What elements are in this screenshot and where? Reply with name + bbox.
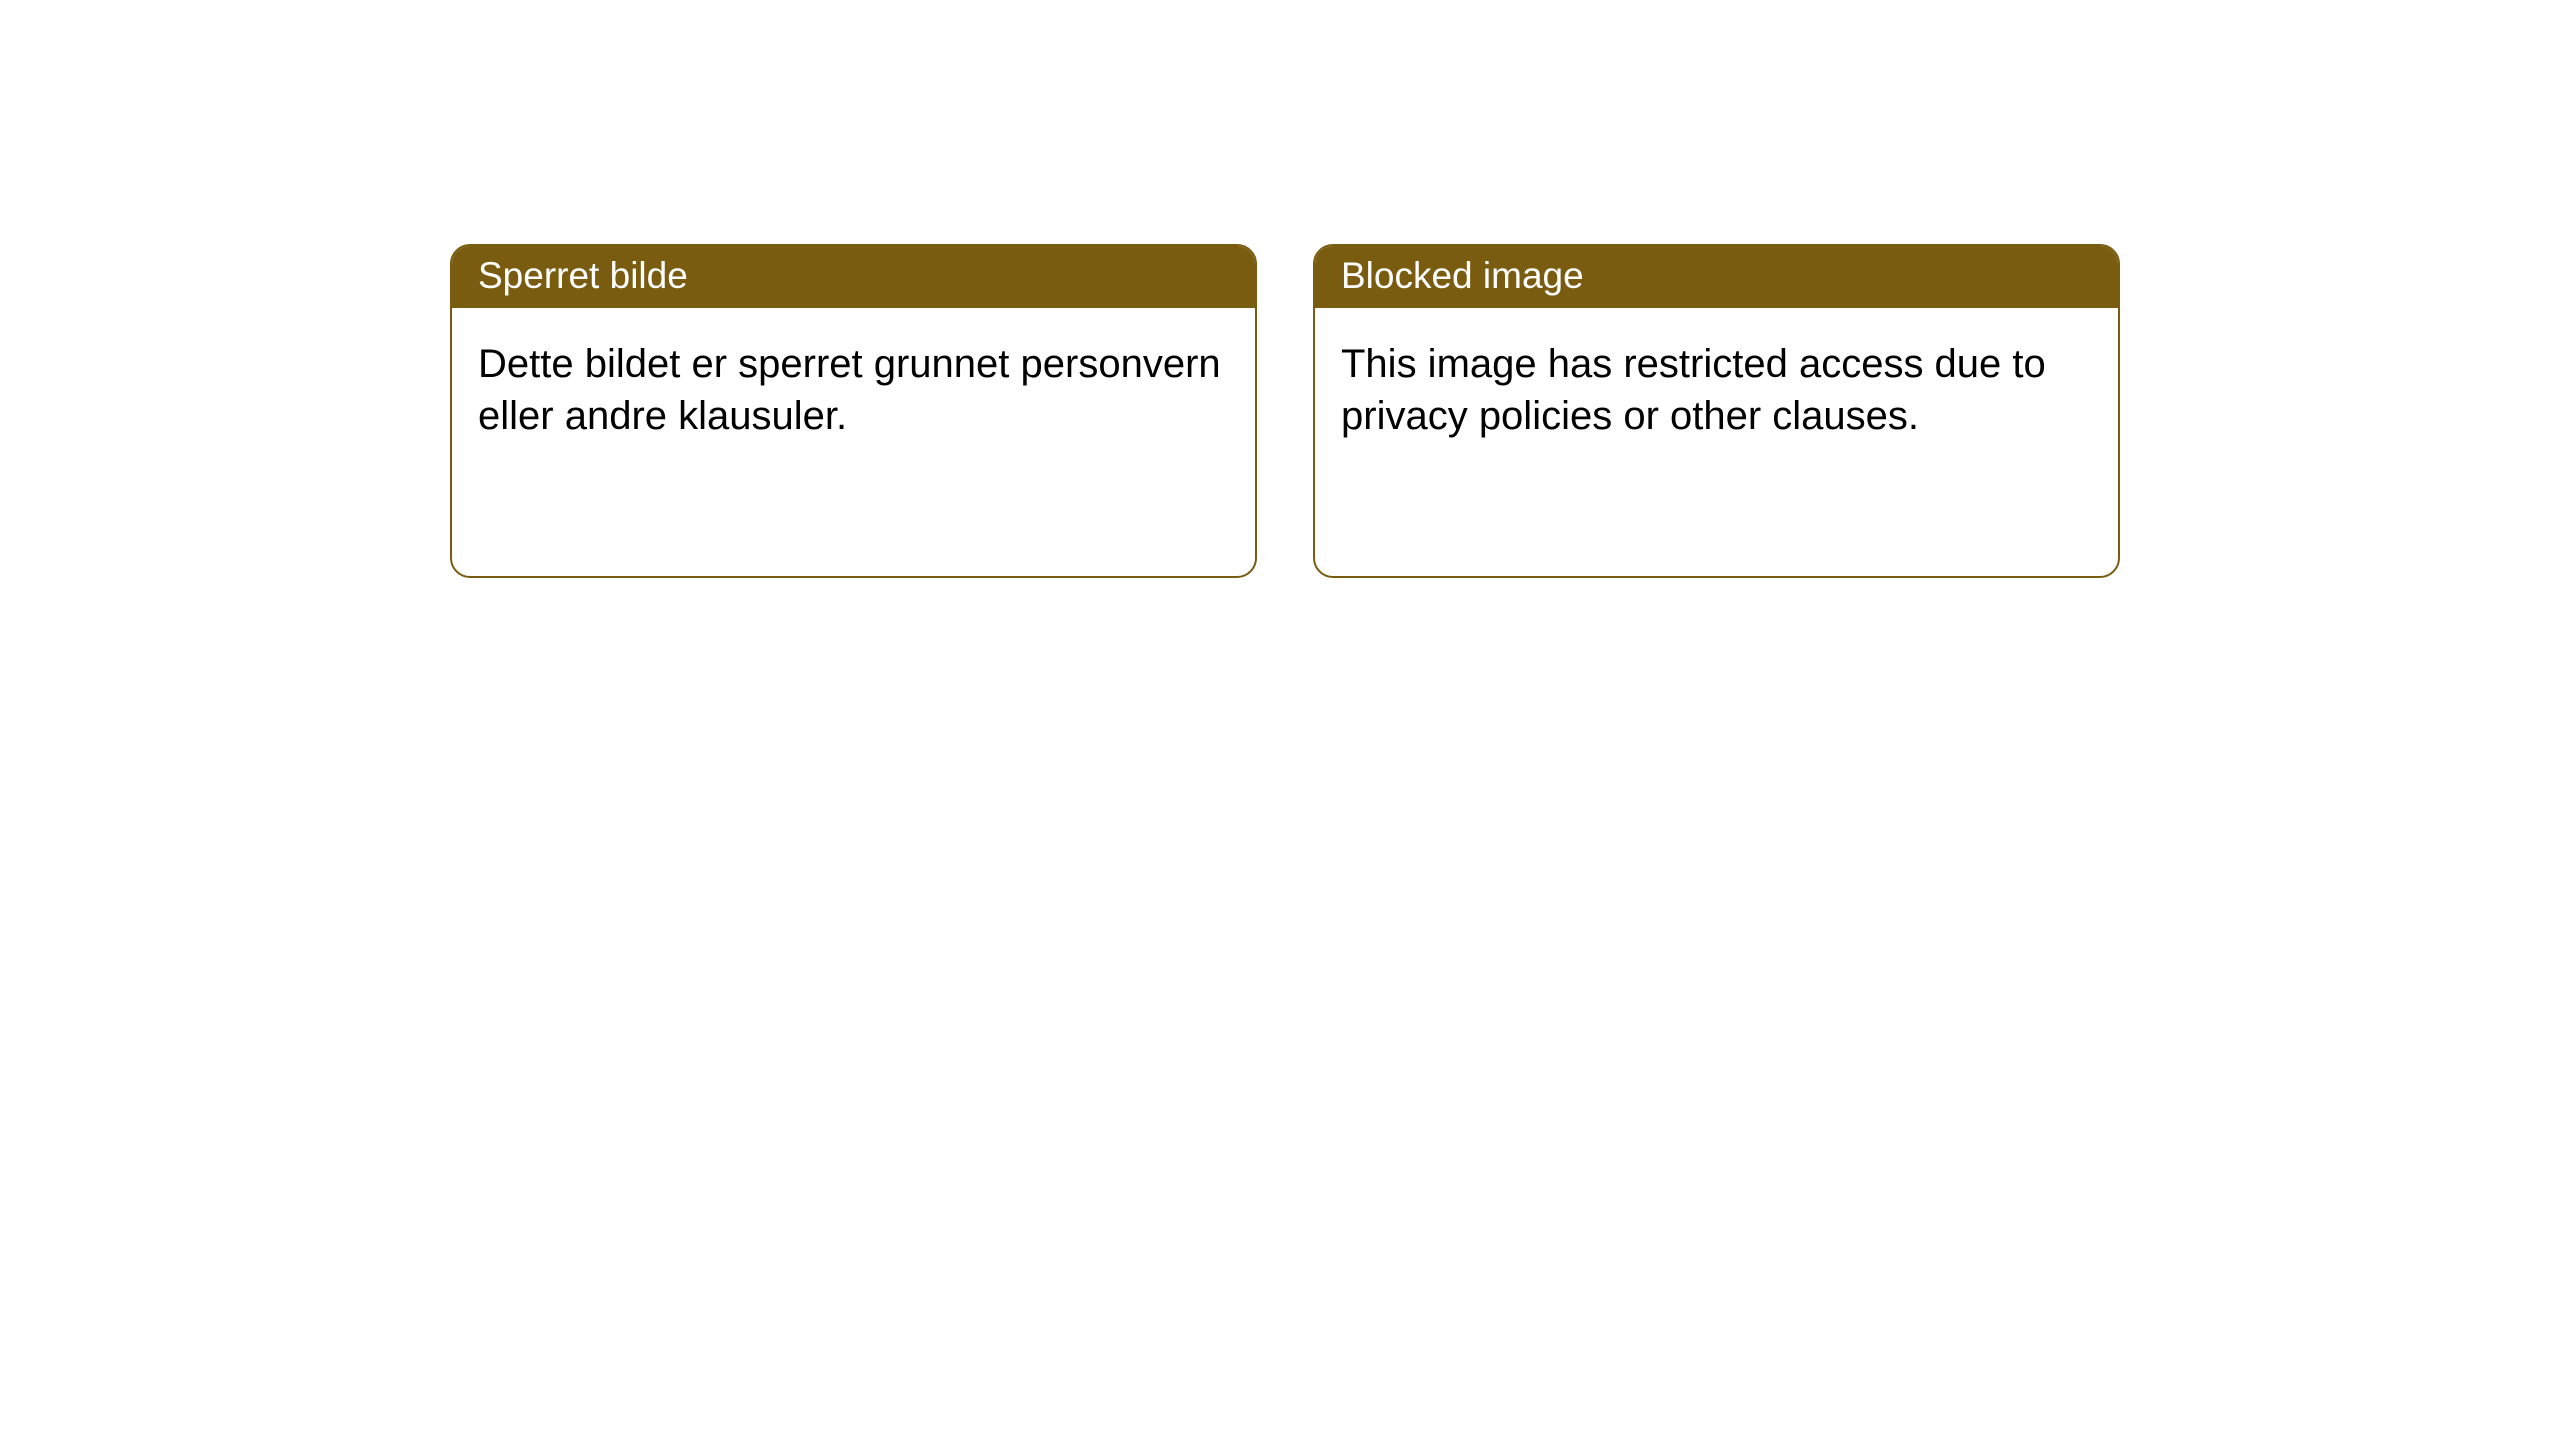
cards-container: Sperret bilde Dette bildet er sperret gr… xyxy=(0,0,2560,578)
card-header: Blocked image xyxy=(1315,246,2118,308)
blocked-image-card-norwegian: Sperret bilde Dette bildet er sperret gr… xyxy=(450,244,1257,578)
blocked-image-card-english: Blocked image This image has restricted … xyxy=(1313,244,2120,578)
card-body: This image has restricted access due to … xyxy=(1315,308,2118,472)
card-header: Sperret bilde xyxy=(452,246,1255,308)
card-body: Dette bildet er sperret grunnet personve… xyxy=(452,308,1255,472)
